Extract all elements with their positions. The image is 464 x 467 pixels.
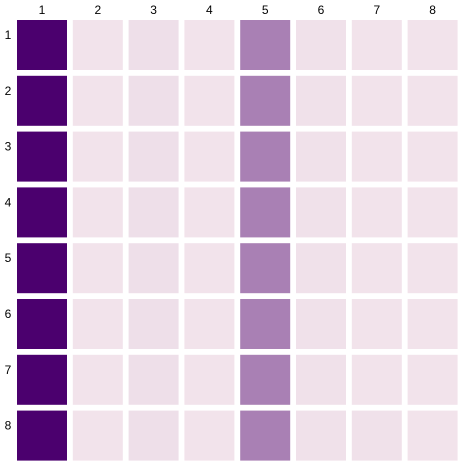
heatmap-cell [296,131,346,182]
heatmap-cell [128,131,179,182]
heatmap-cell [72,354,123,405]
heatmap-cell [17,299,67,349]
heatmap-cell [351,410,402,461]
heatmap-cell [240,410,291,461]
heatmap-cell [240,131,291,182]
heatmap-cell [296,410,346,461]
heatmap-cell [128,243,179,294]
heatmap-cell [296,187,346,238]
heatmap-cell [407,75,458,126]
heatmap-cell [407,131,458,182]
heatmap-cell [128,187,179,238]
heatmap-cell [407,187,458,238]
heatmap-cell [72,131,123,182]
heatmap-cell [407,354,458,405]
heatmap-cell [128,299,179,349]
heatmap-cell [184,354,235,405]
heatmap-cell [17,410,67,461]
heatmap-cell [17,75,67,126]
heatmap-cell [407,243,458,294]
y-axis-labels: 1 2 3 4 5 6 7 8 [5,28,12,433]
heatmap-cell [240,299,291,349]
heatmap-cell [240,75,291,126]
heatmap-cell [17,187,67,238]
heatmap-cell [72,75,123,126]
x-tick-label: 4 [206,3,213,17]
heatmap-cell [72,299,123,349]
y-tick-label: 8 [5,419,12,433]
heatmap-cell [184,20,235,70]
heatmap-cell [296,243,346,294]
x-axis-labels: 1 2 3 4 5 6 7 8 [39,3,437,17]
heatmap-cell [296,75,346,126]
x-tick-label: 2 [94,3,101,17]
heatmap-cell [351,299,402,349]
heatmap-cell [351,75,402,126]
y-tick-label: 7 [5,363,12,377]
heatmap-cell [128,410,179,461]
heatmap-cell [296,354,346,405]
heatmap-cell [184,187,235,238]
heatmap-cell [407,20,458,70]
heatmap-cell [407,299,458,349]
heatmap-cell [240,187,291,238]
y-tick-label: 1 [5,28,12,42]
heatmap-cell [128,75,179,126]
heatmap-cell [17,131,67,182]
heatmap-cell [240,243,291,294]
y-tick-label: 2 [5,84,12,98]
heatmap-cell [17,243,67,294]
heatmap-cell [17,354,67,405]
heatmap-cell [351,243,402,294]
heatmap-cell [351,20,402,70]
heatmap-cell [184,243,235,294]
x-tick-label: 7 [373,3,380,17]
x-tick-label: 3 [150,3,157,17]
heatmap-cell [351,354,402,405]
y-tick-label: 6 [5,307,12,321]
heatmap-cell [72,243,123,294]
y-tick-label: 5 [5,251,12,265]
heatmap-cell [351,131,402,182]
heatmap-cell [184,410,235,461]
heatmap-cell [184,75,235,126]
heatmap-cell [128,354,179,405]
heatmap-cell [240,354,291,405]
y-tick-label: 3 [5,140,12,154]
x-tick-label: 8 [429,3,436,17]
x-tick-label: 5 [262,3,269,17]
x-tick-label: 6 [318,3,325,17]
heatmap-cell [72,187,123,238]
heatmap-cell [184,299,235,349]
heatmap-cell [72,410,123,461]
heatmap-cells [17,20,458,461]
heatmap-cell [351,187,402,238]
heatmap-cell [17,20,67,70]
heatmap-cell [72,20,123,70]
y-tick-label: 4 [5,195,12,209]
heatmap-cell [184,131,235,182]
heatmap-cell [407,410,458,461]
heatmap-cell [296,299,346,349]
x-tick-label: 1 [39,3,46,17]
heatmap-cell [240,20,291,70]
heatmap-cell [128,20,179,70]
heatmap-cell [296,20,346,70]
